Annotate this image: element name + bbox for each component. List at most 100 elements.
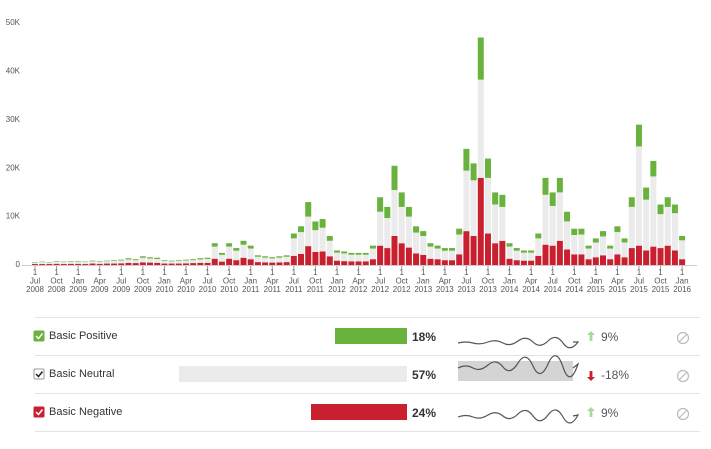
bar-segment [89,263,96,265]
bar-segment [398,192,405,207]
bar-segment [477,79,484,178]
bar-segment [75,261,82,262]
x-tick-label: 2014 [565,285,583,294]
bar-segment [111,260,118,264]
bar-segment [32,262,38,265]
bar-segment [621,257,628,265]
bar-segment [305,246,312,265]
bar-segment [254,262,261,265]
bar-segment [247,245,254,249]
bar-segment [463,148,470,171]
bar-segment [441,250,448,261]
checkbox[interactable] [33,406,45,418]
x-tick-label: 1 [550,268,555,277]
bar-segment [571,228,578,235]
bar-segment [585,245,592,249]
bar-segment [535,238,542,256]
bar-segment [154,262,161,265]
bar-segment [326,256,333,265]
share-label: 18% [412,330,436,344]
hide-button[interactable] [676,407,690,421]
bar-segment [240,244,247,258]
x-tick-label: 1 [529,268,534,277]
y-tick-label: 30K [6,115,21,124]
x-tick-label: Jul [375,277,385,286]
bar-segment [348,254,355,262]
bar-segment [269,262,276,265]
bar-segment [506,243,513,247]
bar-segment [348,252,355,255]
series-name: Basic Neutral [49,368,114,380]
bar-segment [384,206,391,219]
bar-segment [60,262,67,265]
x-tick-label: Jul [116,277,126,286]
x-tick-label: 1 [97,268,102,277]
bar-segment [600,236,607,256]
x-tick-label: Apr [525,277,538,286]
x-tick-label: Jan [72,277,85,286]
bar-segment [182,260,189,264]
bar-segment [182,263,189,265]
hide-button[interactable] [676,331,690,345]
bar-segment [132,263,139,265]
x-tick-label: 1 [421,268,426,277]
bar-segment [679,259,686,265]
bar-segment [204,257,211,259]
bar-segment [355,254,362,262]
bar-segment [449,260,456,265]
bar-segment [247,248,254,260]
bar-segment [125,259,132,263]
x-tick-label: 2011 [264,285,282,294]
bar-segment [643,250,650,265]
bar-segment [413,226,420,233]
bar-segment [643,199,650,251]
x-tick-label: Oct [654,277,667,286]
bar-segment [75,263,82,265]
x-tick-label: 2011 [307,285,325,294]
bar-segment [542,244,549,265]
bar-segment [254,255,261,257]
bar-segment [607,245,614,249]
bar-segment [621,242,628,258]
bar-segment [39,264,46,265]
bar-segment [333,260,340,265]
bar-segment [470,180,477,236]
bar-segment [218,254,225,262]
x-tick-label: 1 [54,268,59,277]
bar-segment [139,262,146,265]
checkbox[interactable] [33,330,45,342]
bar-segment [499,194,506,207]
x-tick-label: 2014 [544,285,562,294]
checkbox[interactable] [33,368,45,380]
bar-segment [564,249,571,265]
bar-segment [377,211,384,246]
bar-segment [312,251,319,265]
bar-segment [607,259,614,265]
bar-segment [377,245,384,265]
bar-segment [139,256,146,258]
bar-segment [477,37,484,80]
bar-segment [147,258,154,263]
bar-segment [542,177,549,195]
bar-segment [305,216,312,247]
bar-segment [635,146,642,246]
bar-segment [664,206,671,246]
bar-segment [441,260,448,265]
hide-button-slash [678,409,688,419]
bar-segment [564,211,571,222]
bar-segment [614,254,621,265]
x-tick-label: 1 [507,268,512,277]
hide-button[interactable] [676,369,690,383]
bar-segment [463,231,470,265]
bar-segment [125,258,132,260]
x-tick-label: 2014 [501,285,519,294]
share-label: 57% [412,368,436,382]
bar-segment [118,259,125,261]
x-tick-label: Oct [50,277,63,286]
x-tick-label: Jan [676,277,689,286]
bar-segment [614,232,621,255]
bar-segment [233,260,240,265]
bar-segment [154,258,161,263]
bar-segment [240,257,247,265]
series-name: Basic Positive [49,330,117,342]
